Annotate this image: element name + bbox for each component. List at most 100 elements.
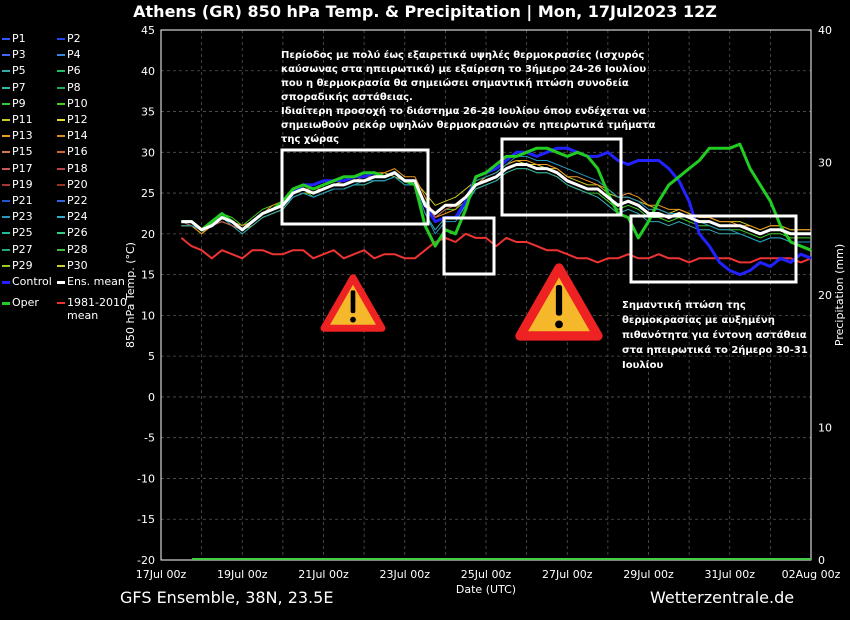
legend-swatch	[57, 38, 65, 40]
legend-item: P19	[2, 178, 33, 191]
legend-label: P18	[67, 161, 88, 175]
y-right-tick-label: 20	[818, 289, 832, 302]
x-tick-label: 29Jul 00z	[623, 568, 674, 581]
legend-item: P3	[2, 48, 26, 61]
legend-label: P3	[12, 48, 26, 62]
legend-swatch	[57, 151, 65, 154]
x-tick-label: 31Jul 00z	[704, 568, 755, 581]
x-tick-label: 17Jul 00z	[136, 568, 187, 581]
y-tick-label: 40	[141, 65, 155, 78]
legend-label: P26	[67, 226, 88, 240]
legend-label: P9	[12, 96, 26, 110]
legend-item: P4	[57, 48, 81, 61]
y-right-tick-label: 40	[818, 24, 832, 37]
legend-item: P12	[57, 113, 88, 126]
grid	[161, 29, 811, 561]
legend-label: P5	[12, 64, 26, 78]
highlight-box	[500, 137, 623, 217]
legend-swatch	[2, 200, 10, 202]
legend-label: P7	[12, 80, 26, 94]
source-credit: Wetterzentrale.de	[650, 588, 795, 607]
legend-item: Oper	[2, 296, 39, 309]
legend-swatch	[57, 200, 65, 202]
model-info: GFS Ensemble, 38N, 23.5E	[120, 588, 334, 607]
y-tick-label: -20	[137, 554, 155, 567]
legend-item: P26	[57, 226, 88, 239]
legend-label: P14	[67, 129, 88, 143]
series-line	[180, 232, 812, 264]
y-tick-label: 10	[141, 309, 155, 322]
legend-swatch	[2, 54, 10, 57]
legend-swatch	[57, 302, 65, 305]
x-tick-label: 25Jul 00z	[461, 568, 512, 581]
y-tick-label: 25	[141, 187, 155, 200]
legend-item: P24	[57, 210, 88, 223]
legend-item: P18	[57, 162, 88, 175]
legend-item: 1981-2010 mean	[57, 296, 127, 322]
y-axis-right-label: Precipitation (mm)	[833, 244, 846, 346]
legend-label: P6	[67, 64, 81, 78]
y-tick-label: 35	[141, 106, 155, 119]
legend-swatch	[2, 216, 10, 219]
warning-signs	[320, 263, 603, 341]
legend-swatch	[57, 102, 65, 105]
annotation-line: στα ηπειρωτικά το 2ήμερο 30-31	[622, 344, 808, 356]
exclamation-bar	[555, 285, 563, 316]
legend-item: Control	[2, 275, 52, 288]
annotation-top: Περίοδος με πολύ έως εξαιρετικά υψηλές θ…	[281, 49, 656, 145]
legend-label: P27	[12, 242, 33, 256]
x-tick-label: 23Jul 00z	[379, 568, 430, 581]
legend-item: P28	[57, 243, 88, 256]
series-line	[181, 168, 811, 239]
legend-swatch	[2, 151, 10, 154]
legend-label: Ens. mean	[67, 275, 125, 288]
legend-label: P29	[12, 258, 33, 272]
legend-label: P20	[67, 177, 88, 191]
legend-label: P8	[67, 80, 81, 94]
x-tick-label: 19Jul 00z	[217, 568, 268, 581]
y-right-tick-label: 0	[818, 554, 825, 567]
legend-label: P15	[12, 145, 33, 159]
legend-item: P20	[57, 178, 88, 191]
exclamation-bar	[350, 290, 356, 314]
legend-swatch	[57, 183, 65, 186]
y-right-tick-label: 30	[818, 157, 832, 170]
legend-swatch	[2, 38, 10, 40]
legend-item: P29	[2, 259, 33, 272]
y-tick-label: -15	[137, 513, 155, 526]
series-line	[181, 160, 811, 235]
x-tick-label: 02Aug 00z	[782, 568, 841, 581]
legend-item: P2	[57, 32, 81, 45]
legend-item: P9	[2, 97, 26, 110]
legend-swatch	[2, 102, 10, 105]
legend-swatch	[57, 216, 65, 219]
y-tick-label: 15	[141, 269, 155, 282]
legend-item: P11	[2, 113, 33, 126]
annotation-bottom-right: Σημαντική πτώση της θερμοκρασίας με αυξημ…	[622, 299, 808, 371]
legend-swatch	[2, 264, 10, 267]
legend-item: P10	[57, 97, 88, 110]
y-axis-right-ticks: 0 10 20 30 40	[818, 24, 832, 567]
legend-swatch	[57, 264, 65, 267]
legend-item: P8	[57, 81, 81, 94]
y-tick-label: 45	[141, 24, 155, 37]
legend-swatch	[57, 280, 65, 284]
series-line	[181, 142, 812, 252]
annotation-line: που η θερμοκρασία θα σημειώσει σημαντική…	[281, 77, 629, 89]
legend-label: P17	[12, 161, 33, 175]
legend-swatch	[2, 167, 10, 170]
legend-item: P14	[57, 129, 88, 142]
legend-item: P21	[2, 194, 33, 207]
y-tick-label: 20	[141, 228, 155, 241]
series-line	[181, 163, 811, 236]
legend-item: P15	[2, 145, 33, 158]
y-axis-label: 850 hPa Temp. (°C)	[124, 242, 137, 348]
legend-label: P2	[67, 32, 81, 45]
legend-label: P4	[67, 48, 81, 62]
legend-swatch	[2, 248, 10, 251]
y-tick-label: -10	[137, 472, 155, 485]
exclamation-dot	[555, 320, 563, 329]
legend-label: P21	[12, 194, 33, 207]
legend-swatch	[57, 86, 65, 89]
legend-swatch	[2, 183, 10, 186]
